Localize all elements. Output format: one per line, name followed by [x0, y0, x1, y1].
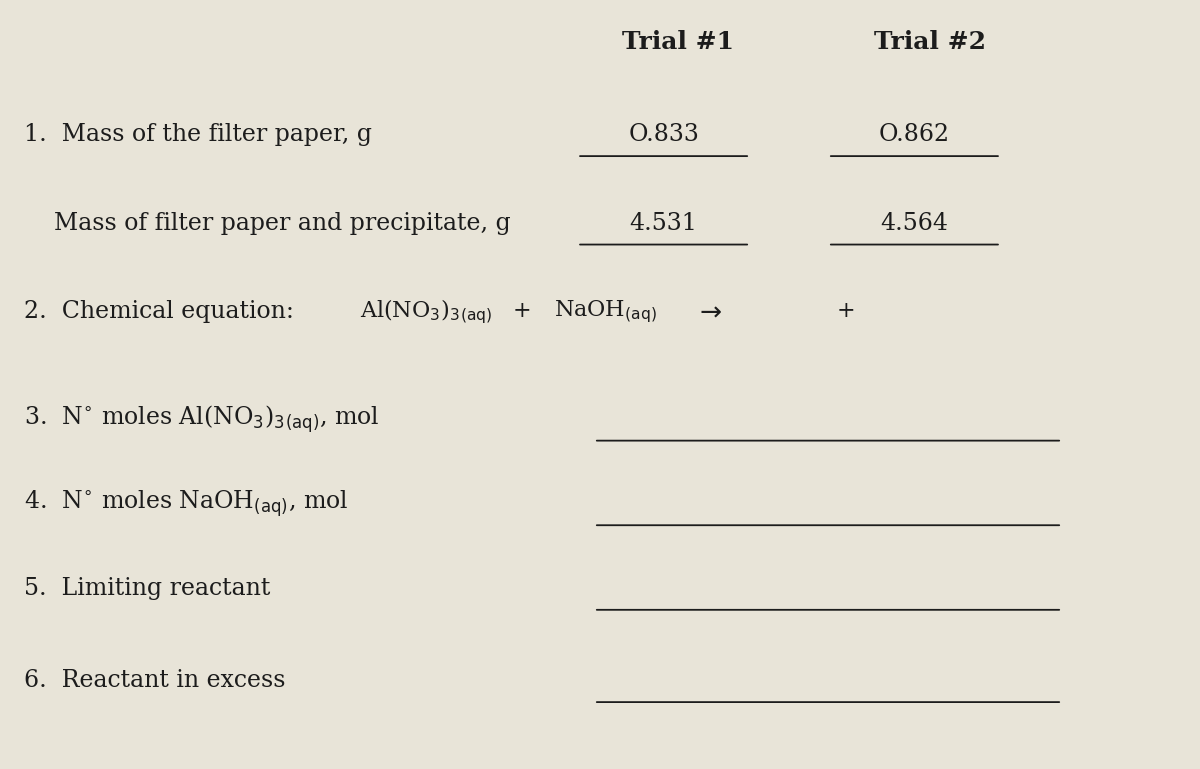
- Text: Al(NO$_3$)$_3$$_{\mathrm{(aq)}}$: Al(NO$_3$)$_3$$_{\mathrm{(aq)}}$: [360, 297, 492, 326]
- Text: 4.531: 4.531: [630, 211, 697, 235]
- Text: O.833: O.833: [628, 123, 700, 146]
- Text: 1.  Mass of the filter paper, g: 1. Mass of the filter paper, g: [24, 123, 372, 146]
- Text: 5.  Limiting reactant: 5. Limiting reactant: [24, 577, 270, 600]
- Text: NaOH$_{\mathrm{(aq)}}$: NaOH$_{\mathrm{(aq)}}$: [554, 298, 658, 325]
- Text: 2.  Chemical equation:: 2. Chemical equation:: [24, 300, 294, 323]
- Text: 4.  N$^{\circ}$ moles NaOH$_{\mathrm{(aq)}}$, mol: 4. N$^{\circ}$ moles NaOH$_{\mathrm{(aq)…: [24, 488, 348, 519]
- Text: Mass of filter paper and precipitate, g: Mass of filter paper and precipitate, g: [24, 211, 511, 235]
- Text: 4.564: 4.564: [881, 211, 948, 235]
- Text: O.862: O.862: [878, 123, 950, 146]
- Text: +: +: [836, 301, 856, 322]
- Text: 3.  N$^{\circ}$ moles Al(NO$_3$)$_3$$_{\mathrm{(aq)}}$, mol: 3. N$^{\circ}$ moles Al(NO$_3$)$_3$$_{\m…: [24, 403, 379, 435]
- Text: $\rightarrow$: $\rightarrow$: [694, 298, 722, 325]
- Text: 6.  Reactant in excess: 6. Reactant in excess: [24, 669, 286, 692]
- Text: Trial #2: Trial #2: [874, 30, 986, 55]
- Text: Trial #1: Trial #1: [622, 30, 734, 55]
- Text: +: +: [512, 301, 532, 322]
